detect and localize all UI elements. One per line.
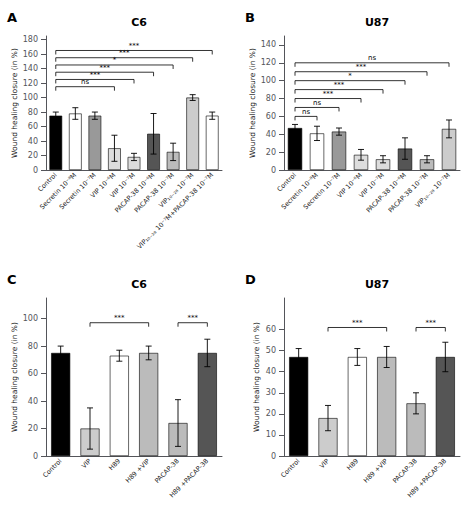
svg-text:80: 80	[28, 108, 38, 117]
svg-text:U87: U87	[365, 278, 389, 291]
svg-text:***: ***	[425, 319, 436, 327]
svg-text:80: 80	[28, 342, 38, 351]
svg-text:PACAP-38 10⁻⁶M: PACAP-38 10⁻⁶M	[113, 171, 157, 215]
svg-text:H89 +PACAP-38: H89 +PACAP-38	[406, 457, 448, 499]
svg-text:VIP₁₀₋₂₈ 10⁻⁷M+PACAP-38 10⁻⁷M: VIP₁₀₋₂₈ 10⁻⁷M+PACAP-38 10⁻⁷M	[135, 171, 215, 251]
svg-text:*: *	[348, 72, 352, 80]
svg-text:40: 40	[266, 130, 276, 139]
svg-text:H89: H89	[107, 457, 122, 472]
svg-text:30: 30	[266, 388, 276, 397]
svg-text:Control: Control	[41, 457, 63, 479]
svg-text:C6: C6	[131, 278, 147, 291]
svg-text:140: 140	[261, 40, 276, 49]
svg-text:VIP 10⁻⁷M: VIP 10⁻⁷M	[108, 171, 137, 200]
svg-text:Control: Control	[279, 457, 301, 479]
svg-text:PACAP-38 10⁻⁷M: PACAP-38 10⁻⁷M	[386, 171, 430, 215]
svg-text:80: 80	[266, 94, 276, 103]
svg-text:PACAP-38: PACAP-38	[391, 457, 419, 485]
svg-text:B: B	[245, 10, 255, 25]
svg-text:***: ***	[352, 319, 363, 327]
svg-text:***: ***	[334, 81, 345, 89]
svg-text:Wound healing closure (in %): Wound healing closure (in %)	[248, 48, 257, 158]
svg-text:U87: U87	[365, 16, 389, 29]
svg-text:0: 0	[271, 166, 276, 175]
svg-text:PACAP-38: PACAP-38	[153, 457, 181, 485]
svg-text:100: 100	[261, 76, 276, 85]
svg-text:ns: ns	[368, 54, 376, 62]
svg-text:Wound healing closure (in %): Wound healing closure (in %)	[10, 322, 19, 432]
svg-text:Wound healing closure (in %): Wound healing closure (in %)	[252, 322, 261, 432]
svg-text:C: C	[7, 272, 17, 287]
svg-text:50: 50	[266, 346, 276, 355]
svg-text:H89 +PACAP-38: H89 +PACAP-38	[168, 457, 210, 499]
svg-text:VIP 10⁻⁷M: VIP 10⁻⁷M	[357, 171, 386, 200]
svg-text:40: 40	[28, 397, 38, 406]
svg-text:10: 10	[266, 430, 276, 439]
svg-text:0: 0	[33, 166, 38, 175]
svg-text:180: 180	[23, 35, 38, 44]
svg-text:60: 60	[28, 369, 38, 378]
svg-text:ns: ns	[313, 99, 321, 107]
svg-text:140: 140	[23, 64, 38, 73]
svg-text:Control: Control	[275, 171, 298, 194]
svg-text:***: ***	[114, 314, 125, 322]
svg-text:***: ***	[323, 90, 334, 98]
svg-text:0: 0	[271, 452, 276, 461]
svg-text:A: A	[7, 10, 17, 25]
svg-text:PACAP-38 10⁻⁶M: PACAP-38 10⁻⁶M	[364, 171, 408, 215]
svg-text:40: 40	[266, 367, 276, 376]
svg-text:VIP: VIP	[80, 457, 93, 470]
svg-text:Secretin 10⁻⁸M: Secretin 10⁻⁸M	[38, 171, 79, 212]
svg-text:H89: H89	[345, 457, 360, 472]
svg-text:D: D	[245, 272, 256, 287]
svg-text:ns: ns	[81, 78, 90, 87]
svg-text:VIP 10⁻⁶M: VIP 10⁻⁶M	[335, 171, 364, 200]
svg-text:100: 100	[23, 93, 38, 102]
svg-text:20: 20	[28, 151, 38, 160]
svg-text:20: 20	[28, 424, 38, 433]
svg-text:ns: ns	[302, 108, 310, 116]
svg-text:160: 160	[23, 50, 38, 59]
svg-text:VIP: VIP	[318, 457, 331, 470]
svg-text:120: 120	[261, 58, 276, 67]
svg-text:Secretin 10⁻⁷M: Secretin 10⁻⁷M	[302, 171, 342, 211]
svg-text:40: 40	[28, 137, 38, 146]
svg-text:H89 +VIP: H89 +VIP	[124, 457, 152, 485]
svg-text:60: 60	[28, 122, 38, 131]
svg-text:VIP 10⁻⁶M: VIP 10⁻⁶M	[88, 171, 118, 200]
svg-text:***: ***	[187, 314, 198, 322]
svg-text:20: 20	[266, 148, 276, 157]
svg-text:Secretin 10⁻⁷M: Secretin 10⁻⁷M	[57, 171, 98, 212]
svg-text:120: 120	[23, 79, 38, 88]
svg-text:Wound healing closure (in %): Wound healing closure (in %)	[10, 48, 19, 158]
svg-text:***: ***	[129, 42, 140, 50]
svg-text:100: 100	[23, 314, 38, 323]
svg-text:H89 +VIP: H89 +VIP	[362, 457, 390, 485]
svg-text:***: ***	[356, 63, 367, 71]
svg-text:Control: Control	[36, 171, 59, 194]
svg-text:0: 0	[33, 452, 38, 461]
svg-text:60: 60	[266, 325, 276, 334]
svg-text:Secretin 10⁻⁸M: Secretin 10⁻⁸M	[280, 171, 320, 211]
svg-text:VIP₁₀₋₂₈ 10⁻⁷M: VIP₁₀₋₂₈ 10⁻⁷M	[414, 171, 452, 209]
svg-text:C6: C6	[131, 16, 147, 29]
svg-text:60: 60	[266, 112, 276, 121]
svg-text:20: 20	[266, 409, 276, 418]
